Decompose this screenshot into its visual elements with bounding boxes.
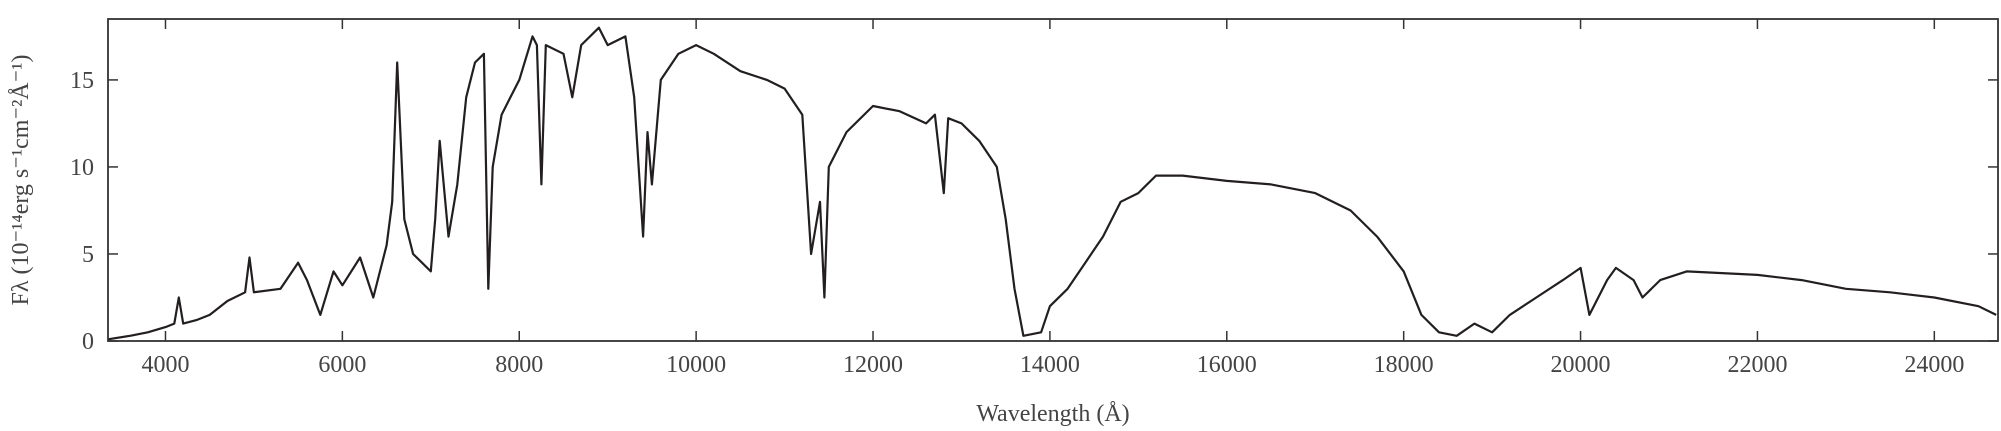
x-tick-label: 20000 [1551,352,1611,378]
plot-frame [107,18,1999,342]
x-tick-label: 18000 [1374,352,1434,378]
y-tick-label: 0 [82,329,94,355]
y-tick-label: 5 [82,242,94,268]
x-tick-label: 24000 [1904,352,1964,378]
x-tick-label: 16000 [1197,352,1257,378]
y-tick-label: 15 [70,68,94,94]
x-tick-label: 6000 [318,352,366,378]
x-tick-label: 12000 [843,352,903,378]
x-tick-label: 22000 [1727,352,1787,378]
x-axis-label: Wavelength (Å) [976,401,1129,427]
x-tick-label: 14000 [1020,352,1080,378]
x-tick-label: 8000 [495,352,543,378]
y-axis-label: Fλ (10⁻¹⁴erg s⁻¹cm⁻²Å⁻¹) [8,55,34,306]
x-tick-label: 4000 [141,352,189,378]
x-tick-label: 10000 [666,352,726,378]
spectrum-line [107,26,1997,341]
y-tick-label: 10 [70,155,94,181]
